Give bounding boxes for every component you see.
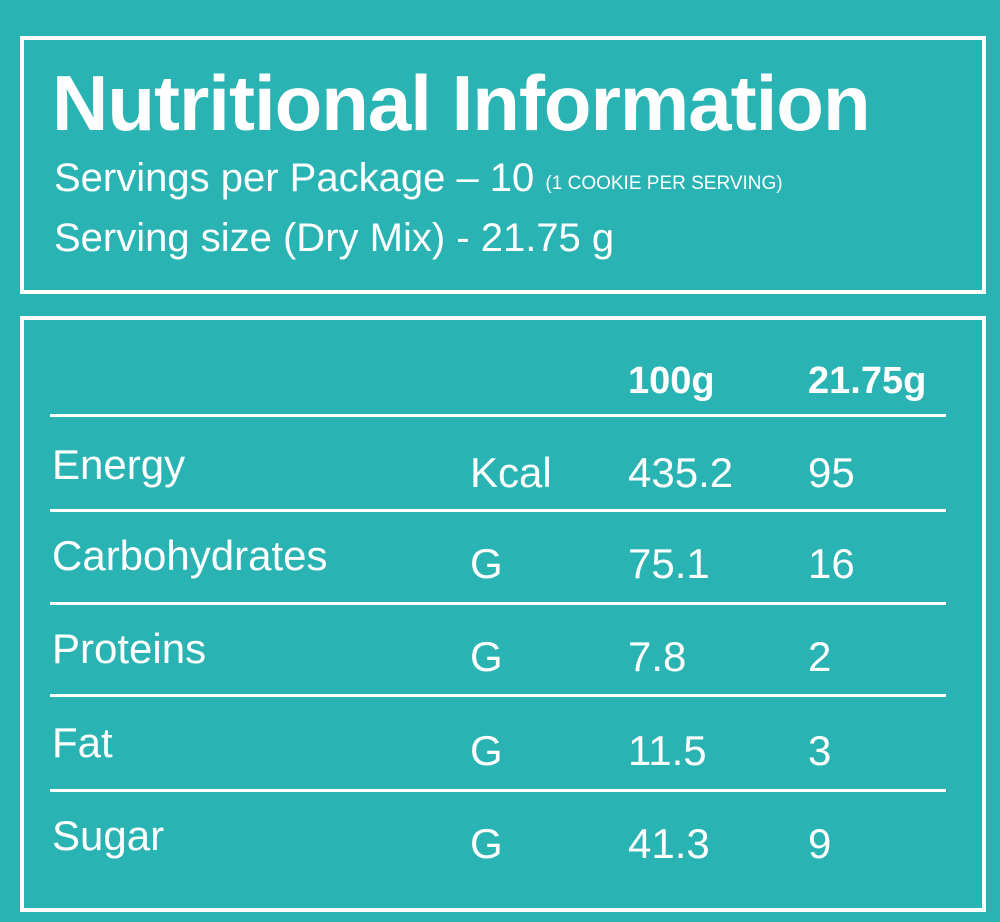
nutrient-unit: G: [470, 820, 503, 867]
panel-title: Nutritional Information: [52, 59, 871, 147]
value-per-serving: 2: [808, 633, 832, 680]
value-per-100g: 75.1: [628, 540, 710, 587]
nutrient-name: Sugar: [52, 812, 165, 859]
nutrient-name: Fat: [52, 719, 113, 766]
serving-size: Serving size (Dry Mix) - 21.75 g: [54, 216, 615, 260]
value-per-serving: 95: [808, 449, 855, 496]
nutrient-name: Energy: [52, 441, 186, 488]
value-per-serving: 16: [808, 540, 855, 587]
servings-note: (1 COOKIE PER SERVING): [545, 173, 783, 194]
row-divider: [50, 414, 946, 417]
table-row: Proteins G 7.8 2: [0, 619, 1000, 680]
column-header-serving: 21.75g: [808, 360, 927, 402]
table-row: Sugar G 41.3 9: [0, 806, 1000, 867]
value-per-100g: 7.8: [628, 633, 687, 680]
column-header-100g: 100g: [628, 360, 715, 402]
nutrient-unit: G: [470, 727, 503, 774]
table-row: Energy Kcal 435.2 95: [0, 435, 1000, 496]
table-frame: [20, 316, 986, 912]
value-per-serving: 9: [808, 820, 832, 867]
value-per-serving: 3: [808, 727, 832, 774]
nutrient-unit: G: [470, 633, 503, 680]
value-per-100g: 41.3: [628, 820, 710, 867]
table-row: Fat G 11.5 3: [0, 713, 1000, 774]
servings-text: Servings per Package – 10: [54, 156, 535, 200]
row-divider: [50, 602, 946, 605]
nutrient-unit: Kcal: [470, 449, 552, 496]
row-divider: [50, 789, 946, 792]
nutrient-name: Carbohydrates: [52, 532, 328, 579]
nutrient-name: Proteins: [52, 625, 207, 672]
value-per-100g: 435.2: [628, 449, 734, 496]
servings-per-package: Servings per Package – 10 (1 COOKIE PER …: [54, 152, 783, 210]
row-divider: [50, 509, 946, 512]
value-per-100g: 11.5: [628, 727, 707, 774]
table-row: Carbohydrates G 75.1 16: [0, 526, 1000, 587]
nutrient-unit: G: [470, 540, 503, 587]
row-divider: [50, 694, 946, 697]
header-frame: [20, 36, 986, 294]
